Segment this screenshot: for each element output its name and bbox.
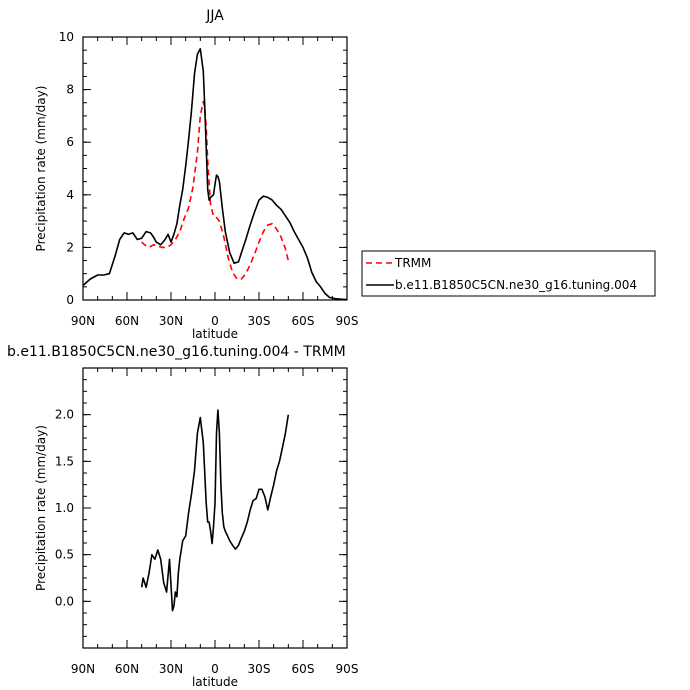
legend-label: b.e11.B1850C5CN.ne30_g16.tuning.004 <box>395 278 637 292</box>
chart-title: b.e11.B1850C5CN.ne30_g16.tuning.004 - TR… <box>7 344 346 360</box>
x-tick-label: 0 <box>211 314 219 328</box>
y-tick-label: 10 <box>59 30 74 44</box>
y-tick-label: 2 <box>66 240 74 254</box>
x-tick-label: 30N <box>159 662 183 676</box>
x-tick-label: 30N <box>159 314 183 328</box>
y-tick-label: 0.5 <box>55 548 74 562</box>
series-line-0-0 <box>141 100 290 280</box>
y-tick-label: 2.0 <box>55 408 74 422</box>
y-tick-label: 0 <box>66 293 74 307</box>
x-axis-label: latitude <box>192 327 238 341</box>
y-axis-label: Precipitation rate (mm/day) <box>34 425 48 591</box>
x-axis-label: latitude <box>192 675 238 689</box>
x-tick-label: 60N <box>115 314 139 328</box>
x-tick-label: 90N <box>71 662 95 676</box>
x-tick-label: 60S <box>292 662 315 676</box>
chart-title: JJA <box>205 8 224 24</box>
legend-label: TRMM <box>394 256 431 270</box>
x-tick-label: 90S <box>336 662 359 676</box>
x-tick-label: 60N <box>115 662 139 676</box>
y-tick-label: 0.0 <box>55 594 74 608</box>
x-tick-label: 0 <box>211 662 219 676</box>
y-tick-label: 1.0 <box>55 501 74 515</box>
series-line-0-1 <box>82 47 348 301</box>
y-axis-label: Precipitation rate (mm/day) <box>34 86 48 252</box>
x-tick-label: 30S <box>248 314 271 328</box>
x-tick-label: 60S <box>292 314 315 328</box>
legend-box <box>361 250 656 297</box>
y-tick-label: 6 <box>66 135 74 149</box>
x-tick-label: 90S <box>336 314 359 328</box>
y-tick-label: 8 <box>66 83 74 97</box>
series-line-1-0 <box>140 409 290 612</box>
y-tick-label: 4 <box>66 188 74 202</box>
y-tick-label: 1.5 <box>55 454 74 468</box>
x-tick-label: 90N <box>71 314 95 328</box>
x-tick-label: 30S <box>248 662 271 676</box>
